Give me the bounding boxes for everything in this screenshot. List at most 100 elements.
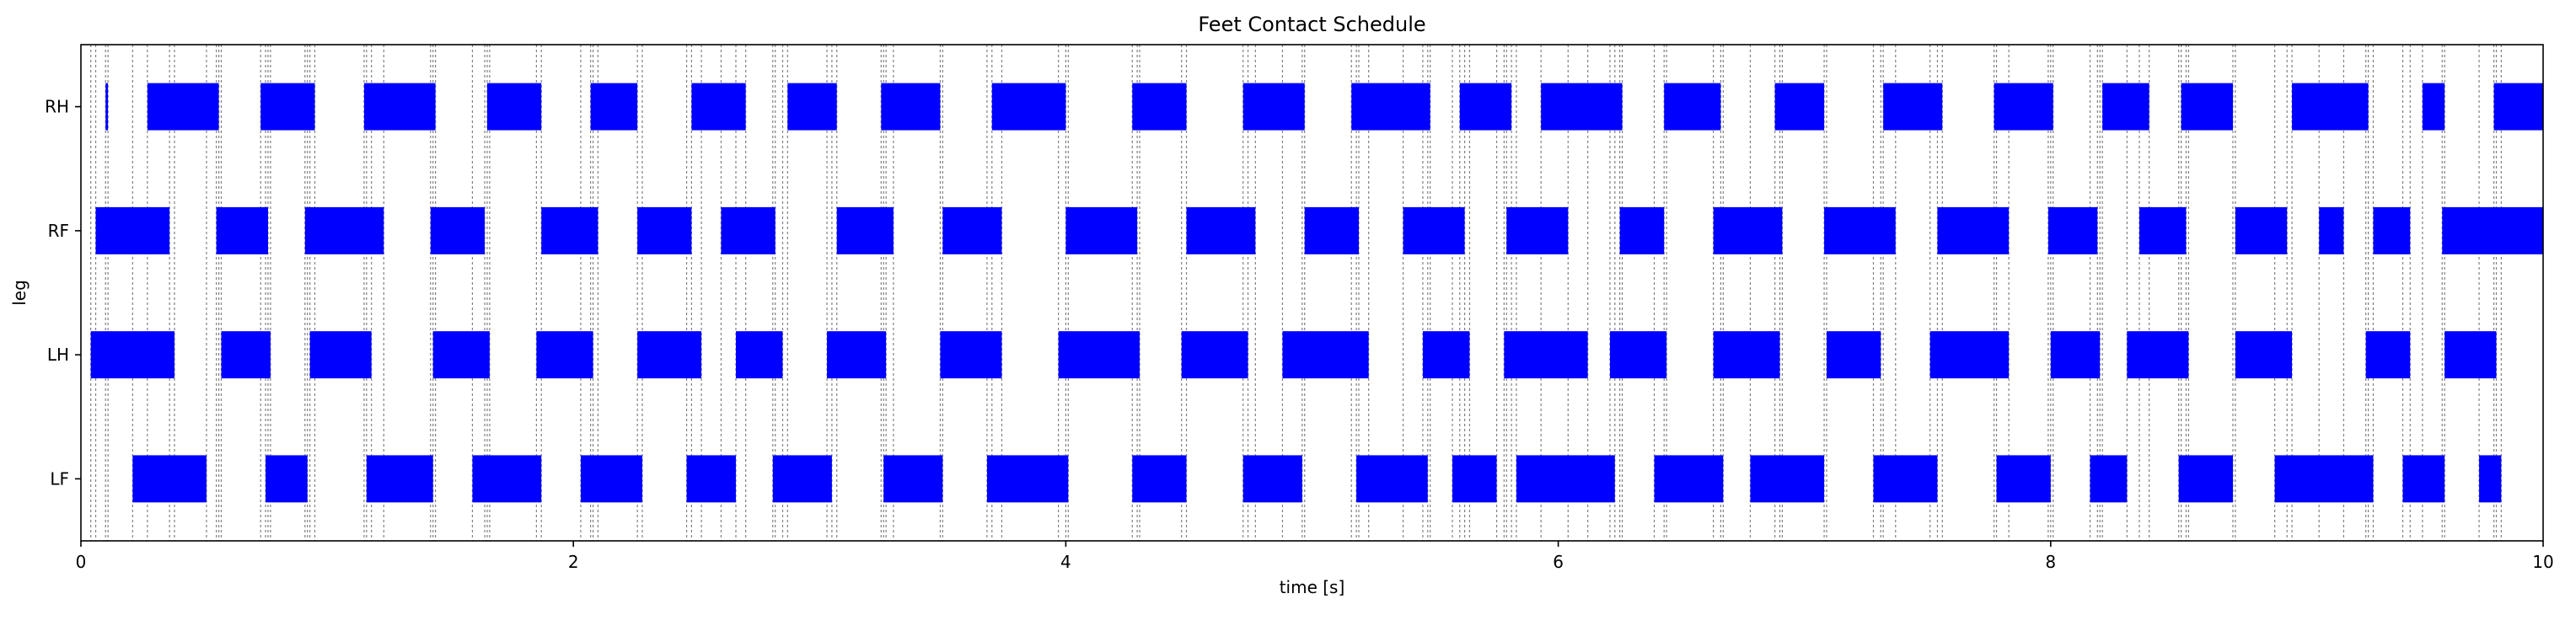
contact-bar-rh: [1664, 83, 1721, 131]
contact-bar-lh: [637, 331, 702, 379]
contact-bar-rf: [2235, 206, 2288, 254]
y-tick-label: LH: [47, 345, 69, 365]
y-tick-label: LF: [50, 468, 69, 489]
contact-bar-lf: [1654, 455, 1724, 503]
contact-bar-lf: [132, 455, 207, 503]
contact-bar-rh: [363, 83, 436, 131]
contact-bar-lh: [827, 331, 887, 379]
contact-bar-lf: [266, 455, 308, 503]
x-axis-label: time [s]: [1280, 577, 1345, 597]
contact-bar-lf: [1516, 455, 1615, 503]
contact-bar-rh: [1774, 83, 1825, 131]
contact-bar-rf: [1824, 206, 1896, 254]
contact-bar-rf: [2442, 206, 2543, 254]
contact-bar-rh: [1994, 83, 2053, 131]
contact-bar-lh: [432, 331, 490, 379]
contact-bar-rh: [590, 83, 638, 131]
plot-frame: [80, 44, 2544, 542]
x-axis: 0 2 4 6 8 10: [76, 541, 2554, 572]
contact-bar-rh: [105, 83, 109, 131]
contact-bar-lh: [2445, 331, 2497, 379]
contact-bar-lf: [366, 455, 433, 503]
contact-bar-lh: [1929, 331, 2010, 379]
contact-bar-rf: [1186, 206, 1256, 254]
contact-bar-rf: [637, 206, 692, 254]
contact-bar-rf: [95, 206, 170, 254]
contact-bar-rh: [2102, 83, 2149, 131]
contact-bars-group: [90, 83, 2543, 503]
contact-bar-rh: [2292, 83, 2369, 131]
contact-bar-rf: [2139, 206, 2187, 254]
contact-bar-lh: [309, 331, 372, 379]
contact-bar-lh: [735, 331, 783, 379]
contact-bar-rh: [1242, 83, 1305, 131]
contact-bar-lh: [2365, 331, 2411, 379]
contact-bar-lf: [1132, 455, 1187, 503]
contact-bar-lf: [883, 455, 943, 503]
contact-bar-rf: [541, 206, 598, 254]
contact-bar-lh: [1504, 331, 1588, 379]
contact-bar-lf: [2178, 455, 2233, 503]
contact-bar-rh: [881, 83, 941, 131]
contact-bar-lh: [90, 331, 174, 379]
contact-bar-rf: [304, 206, 384, 254]
contact-bar-lf: [1356, 455, 1428, 503]
contact-bar-rf: [2373, 206, 2411, 254]
contact-bar-rf: [2047, 206, 2098, 254]
contact-bar-rh: [1883, 83, 1943, 131]
contact-bar-lh: [2127, 331, 2189, 379]
contact-bar-lf: [2479, 455, 2502, 503]
x-tick-label: 10: [2532, 552, 2553, 572]
contact-bar-lh: [1826, 331, 1881, 379]
contact-bar-rf: [1304, 206, 1359, 254]
x-tick-label: 6: [1553, 552, 1564, 572]
x-tick-label: 2: [568, 552, 579, 572]
contact-bar-rh: [2181, 83, 2233, 131]
contact-bar-rf: [1619, 206, 1665, 254]
contact-bar-lh: [1422, 331, 1470, 379]
contact-bar-rf: [1403, 206, 1465, 254]
contact-bar-lf: [472, 455, 542, 503]
contact-bar-lh: [536, 331, 593, 379]
contact-bar-rf: [1506, 206, 1569, 254]
contact-bar-rh: [260, 83, 315, 131]
contact-bar-lf: [2274, 455, 2374, 503]
contact-bar-rf: [721, 206, 775, 254]
contact-bar-rf: [1713, 206, 1783, 254]
contact-bar-rh: [1132, 83, 1187, 131]
y-axis: RH RF LH LF: [45, 97, 81, 489]
contact-bar-lh: [1609, 331, 1667, 379]
y-axis-label: leg: [9, 280, 30, 306]
contact-bar-lh: [221, 331, 271, 379]
contact-bar-lf: [1873, 455, 1938, 503]
contact-bar-rf: [216, 206, 268, 254]
contact-bar-rf: [1937, 206, 2010, 254]
contact-bar-lf: [1996, 455, 2051, 503]
contact-bar-rh: [1541, 83, 1623, 131]
contact-bar-rf: [836, 206, 894, 254]
contact-bar-lf: [986, 455, 1069, 503]
contact-bar-lf: [772, 455, 832, 503]
contact-bar-lf: [1750, 455, 1825, 503]
contact-bar-lh: [1181, 331, 1248, 379]
contact-bar-lf: [2090, 455, 2128, 503]
contact-bar-rh: [787, 83, 837, 131]
contact-bar-rh: [991, 83, 1066, 131]
contact-bar-lf: [686, 455, 736, 503]
y-tick-label: RH: [45, 97, 69, 117]
contact-bar-lh: [940, 331, 1002, 379]
chart-title: Feet Contact Schedule: [1198, 13, 1425, 36]
x-tick-label: 4: [1060, 552, 1071, 572]
contact-bar-rh: [147, 83, 219, 131]
contact-bar-lh: [1282, 331, 1369, 379]
y-tick-label: RF: [48, 221, 69, 241]
contact-bar-lf: [1452, 455, 1497, 503]
contact-bar-rh: [1459, 83, 1512, 131]
contact-bar-rf: [1065, 206, 1138, 254]
contact-bar-lh: [1058, 331, 1140, 379]
contact-bar-lf: [2402, 455, 2445, 503]
x-tick-label: 8: [2045, 552, 2056, 572]
contact-bar-rf: [2319, 206, 2344, 254]
contact-bar-rh: [486, 83, 542, 131]
